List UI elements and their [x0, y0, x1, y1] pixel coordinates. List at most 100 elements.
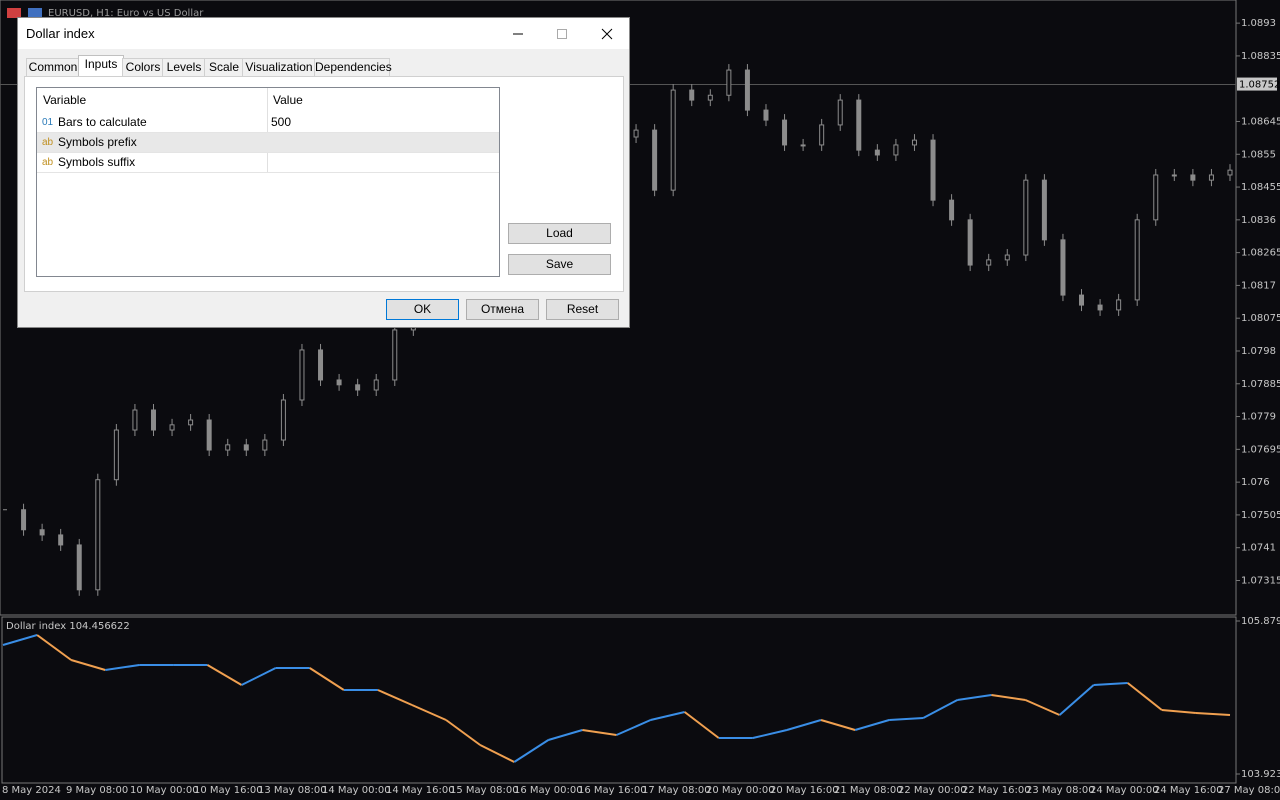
candle-body	[206, 419, 212, 451]
row-name: Symbols suffix	[58, 155, 136, 169]
indicator-segment	[957, 694, 992, 701]
candle-body	[1041, 179, 1047, 241]
close[interactable]	[601, 28, 613, 40]
indicator-segment	[1127, 682, 1163, 711]
candle-body	[132, 409, 138, 431]
indicator-segment	[411, 704, 447, 721]
indicator-segment	[991, 694, 1026, 701]
indicator-segment	[36, 634, 72, 661]
current-price-box	[1237, 77, 1277, 91]
x-tick-label: 14 May 16:00	[386, 785, 455, 796]
row-bg[interactable]	[37, 113, 499, 133]
y-tick-label: 1.07695	[1241, 444, 1280, 455]
indicator-segment	[105, 664, 140, 671]
candle-body	[336, 379, 342, 386]
candle-body	[113, 429, 119, 481]
x-tick-label: 14 May 00:00	[322, 785, 391, 796]
x-tick-label: 16 May 16:00	[578, 785, 647, 796]
y-tick-label: 1.0893	[1241, 18, 1276, 29]
row-bg[interactable]	[37, 133, 499, 153]
candle-body	[280, 399, 286, 441]
dialog-button[interactable]: Reset	[546, 299, 619, 320]
x-tick-label: 16 May 00:00	[514, 785, 583, 796]
y-tick-label: 1.08075	[1241, 313, 1280, 324]
candle-body	[188, 419, 194, 426]
y-tick-label: 1.08265	[1241, 248, 1280, 259]
dialog-button[interactable]: OK	[386, 299, 459, 320]
tab[interactable]: Common	[26, 58, 80, 76]
window-controls	[513, 28, 613, 40]
x-tick-label: 22 May 00:00	[898, 785, 967, 796]
x-tick-label: 13 May 08:00	[258, 785, 327, 796]
candle-body	[949, 199, 955, 221]
tab[interactable]: Levels	[162, 58, 206, 76]
candle-body	[763, 109, 769, 121]
indicator-segment	[2, 634, 38, 646]
candle-body	[967, 219, 973, 266]
maximize	[557, 29, 567, 39]
indicator-segment	[582, 729, 617, 736]
y-tick-label: 1.08455	[1241, 182, 1280, 193]
y-tick-label: 1.0798	[1241, 346, 1276, 357]
indicator-segment	[206, 664, 243, 686]
y-tick-label: 1.08835	[1241, 51, 1280, 62]
row-icon: ab	[42, 157, 54, 168]
y-tick-label: 1.08645	[1241, 116, 1280, 127]
candle-body	[225, 444, 231, 451]
candle-body	[39, 529, 45, 536]
indicator-segment	[684, 711, 720, 739]
candle-body	[299, 349, 305, 401]
candle-body	[856, 99, 862, 151]
indicator-segment	[513, 739, 549, 763]
candle-body	[1004, 254, 1010, 261]
tab[interactable]: Scale	[204, 58, 244, 76]
row-name: Symbols prefix	[58, 135, 137, 149]
indicator-segment	[1161, 709, 1197, 714]
indicator-segment	[752, 729, 788, 739]
indicator-segment	[786, 719, 822, 731]
candle-body	[262, 439, 268, 451]
column-header: Value	[273, 93, 303, 107]
candle-body	[893, 144, 899, 156]
candle-body	[243, 444, 249, 451]
x-tick-label: 10 May 16:00	[194, 785, 263, 796]
tab[interactable]: Dependencies	[314, 58, 392, 76]
candle-body	[911, 139, 917, 146]
candle-body	[1079, 294, 1085, 306]
candle-body	[1116, 299, 1122, 311]
indicator-segment	[1025, 699, 1060, 716]
side-button[interactable]: Load	[508, 223, 611, 244]
indicator-segment	[70, 659, 106, 671]
row-bg[interactable]	[37, 153, 499, 173]
tab[interactable]: Colors	[122, 58, 164, 76]
candle-body	[169, 424, 175, 431]
indicator-segment	[922, 699, 958, 719]
tab[interactable]: Inputs	[78, 55, 124, 77]
row-value[interactable]: 500	[271, 115, 292, 129]
dialog-button[interactable]: Отмена	[466, 299, 539, 320]
column-divider	[267, 88, 268, 172]
candle-body	[782, 119, 788, 146]
side-button[interactable]: Save	[508, 254, 611, 275]
y-tick-label: 1.0836	[1241, 215, 1276, 226]
candle-body	[874, 149, 880, 156]
candle-body	[930, 139, 936, 201]
row-icon: ab	[42, 137, 54, 148]
candle-body	[819, 124, 825, 146]
y-tick-label: 1.0855	[1241, 149, 1276, 160]
y-tick-label: 1.0779	[1241, 412, 1276, 423]
y-tick-label: 1.0817	[1241, 280, 1276, 291]
candle-body	[150, 409, 156, 431]
x-tick-label: 20 May 16:00	[770, 785, 839, 796]
x-tick-label: 17 May 08:00	[642, 785, 711, 796]
candle-body	[58, 534, 64, 546]
tab[interactable]: Visualization	[242, 58, 316, 76]
x-tick-label: 10 May 00:00	[130, 785, 199, 796]
x-tick-label: 24 May 16:00	[1154, 785, 1223, 796]
indicator-segment	[1195, 712, 1231, 716]
candle-body	[392, 329, 398, 381]
indicator-segment	[820, 719, 856, 731]
row-icon: 01	[42, 117, 54, 128]
indicator-label: Dollar index 104.456622	[6, 621, 130, 632]
row-name: Bars to calculate	[58, 115, 147, 129]
